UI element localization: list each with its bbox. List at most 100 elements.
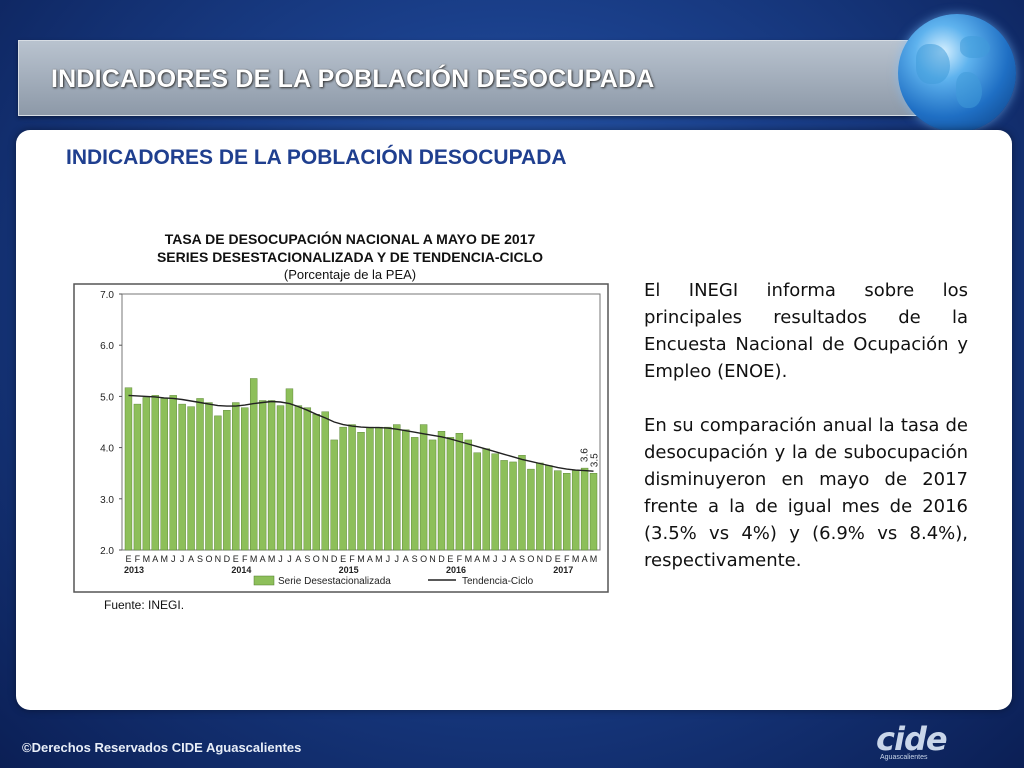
bar bbox=[500, 460, 508, 551]
logo-text: cide bbox=[876, 720, 948, 758]
bar bbox=[339, 426, 347, 551]
bar bbox=[294, 405, 303, 551]
y-tick-label: 6.0 bbox=[100, 341, 114, 352]
chart-title-line1: TASA DE DESOCUPACIÓN NACIONAL A MAYO DE … bbox=[164, 231, 536, 247]
bar bbox=[330, 439, 338, 551]
bar bbox=[545, 465, 553, 551]
bar bbox=[518, 455, 526, 551]
x-tick-label: E bbox=[555, 554, 561, 564]
x-tick-label: M bbox=[482, 554, 490, 564]
bar bbox=[124, 387, 133, 551]
y-tick-label: 3.0 bbox=[100, 495, 114, 506]
bar bbox=[241, 407, 249, 551]
x-tick-label: S bbox=[519, 554, 525, 564]
bar bbox=[509, 461, 517, 551]
bar bbox=[384, 426, 392, 551]
bar bbox=[536, 462, 544, 551]
logo-subtext: Aguascalientes bbox=[880, 754, 928, 761]
x-tick-label: M bbox=[375, 554, 383, 564]
bar bbox=[196, 398, 204, 551]
bar bbox=[205, 402, 213, 551]
data-label: 3.6 bbox=[580, 448, 591, 462]
x-tick-label: F bbox=[564, 554, 570, 564]
x-tick-label: D bbox=[546, 554, 553, 564]
bar bbox=[232, 402, 240, 551]
content-panel: INDICADORES DE LA POBLACIÓN DESOCUPADA T… bbox=[16, 130, 1012, 710]
bar bbox=[473, 452, 481, 551]
x-tick-label: O bbox=[313, 554, 320, 564]
bar bbox=[303, 407, 312, 551]
x-tick-label: A bbox=[152, 554, 158, 564]
bar bbox=[464, 439, 473, 551]
bar bbox=[214, 415, 222, 551]
x-tick-label: M bbox=[465, 554, 473, 564]
bar bbox=[580, 467, 589, 551]
bar bbox=[267, 400, 276, 551]
bar bbox=[410, 437, 419, 551]
bar bbox=[554, 470, 562, 551]
legend-label: Tendencia-Ciclo bbox=[462, 576, 534, 587]
x-tick-label: J bbox=[180, 554, 185, 564]
x-tick-label: J bbox=[395, 554, 400, 564]
year-label: 2015 bbox=[339, 565, 359, 575]
x-tick-label: S bbox=[412, 554, 418, 564]
cide-logo: cide Aguascalientes bbox=[874, 716, 998, 764]
x-tick-label: E bbox=[233, 554, 239, 564]
paragraph-1: El INEGI informa sobre los principales r… bbox=[644, 280, 968, 382]
bar bbox=[402, 429, 410, 551]
x-tick-label: D bbox=[438, 554, 445, 564]
x-tick-label: A bbox=[260, 554, 266, 564]
bar bbox=[348, 424, 356, 551]
x-tick-label: A bbox=[510, 554, 516, 564]
x-tick-label: M bbox=[590, 554, 598, 564]
x-tick-label: N bbox=[215, 554, 222, 564]
bar bbox=[589, 472, 598, 551]
x-tick-label: M bbox=[250, 554, 258, 564]
bar bbox=[482, 448, 490, 551]
y-tick-label: 2.0 bbox=[100, 546, 114, 557]
bar bbox=[437, 431, 446, 551]
bar bbox=[151, 395, 159, 551]
x-tick-label: S bbox=[197, 554, 203, 564]
bar bbox=[321, 411, 329, 551]
chart-title-line3: (Porcentaje de la PEA) bbox=[283, 267, 417, 282]
chart-source: Fuente: INEGI. bbox=[104, 598, 185, 612]
bar bbox=[571, 470, 580, 551]
bar bbox=[455, 433, 464, 551]
bar bbox=[375, 426, 383, 551]
x-tick-label: M bbox=[357, 554, 365, 564]
x-tick-label: M bbox=[160, 554, 168, 564]
x-tick-label: M bbox=[572, 554, 580, 564]
x-tick-label: J bbox=[502, 554, 507, 564]
bar bbox=[285, 388, 294, 551]
x-tick-label: F bbox=[135, 554, 141, 564]
bar bbox=[312, 414, 320, 551]
globe-icon bbox=[898, 14, 1016, 132]
x-tick-label: F bbox=[242, 554, 248, 564]
x-tick-label: O bbox=[205, 554, 212, 564]
globe-land-shape bbox=[916, 44, 950, 84]
legend-label: Serie Desestacionalizada bbox=[278, 576, 391, 587]
bar bbox=[187, 406, 195, 551]
x-tick-label: E bbox=[125, 554, 131, 564]
bar bbox=[223, 410, 231, 551]
legend-swatch-bars bbox=[253, 575, 275, 586]
year-label: 2014 bbox=[231, 565, 251, 575]
x-tick-label: J bbox=[386, 554, 391, 564]
bar bbox=[169, 395, 177, 551]
x-tick-label: A bbox=[295, 554, 301, 564]
bar bbox=[419, 424, 428, 551]
x-tick-label: E bbox=[340, 554, 346, 564]
bar bbox=[357, 432, 365, 551]
x-tick-label: O bbox=[527, 554, 534, 564]
data-label: 3.5 bbox=[590, 453, 601, 467]
x-tick-label: D bbox=[224, 554, 231, 564]
x-tick-label: A bbox=[403, 554, 409, 564]
footer-copyright: ©Derechos Reservados CIDE Aguascalientes bbox=[22, 740, 302, 755]
x-tick-label: A bbox=[188, 554, 194, 564]
bar bbox=[142, 397, 151, 551]
bar bbox=[178, 403, 186, 551]
unemployment-chart: 7.06.05.04.03.02.03.6 3.5E F M A M J J A S O N D E F M A… bbox=[73, 283, 609, 593]
bar bbox=[563, 472, 571, 551]
x-tick-label: A bbox=[582, 554, 588, 564]
